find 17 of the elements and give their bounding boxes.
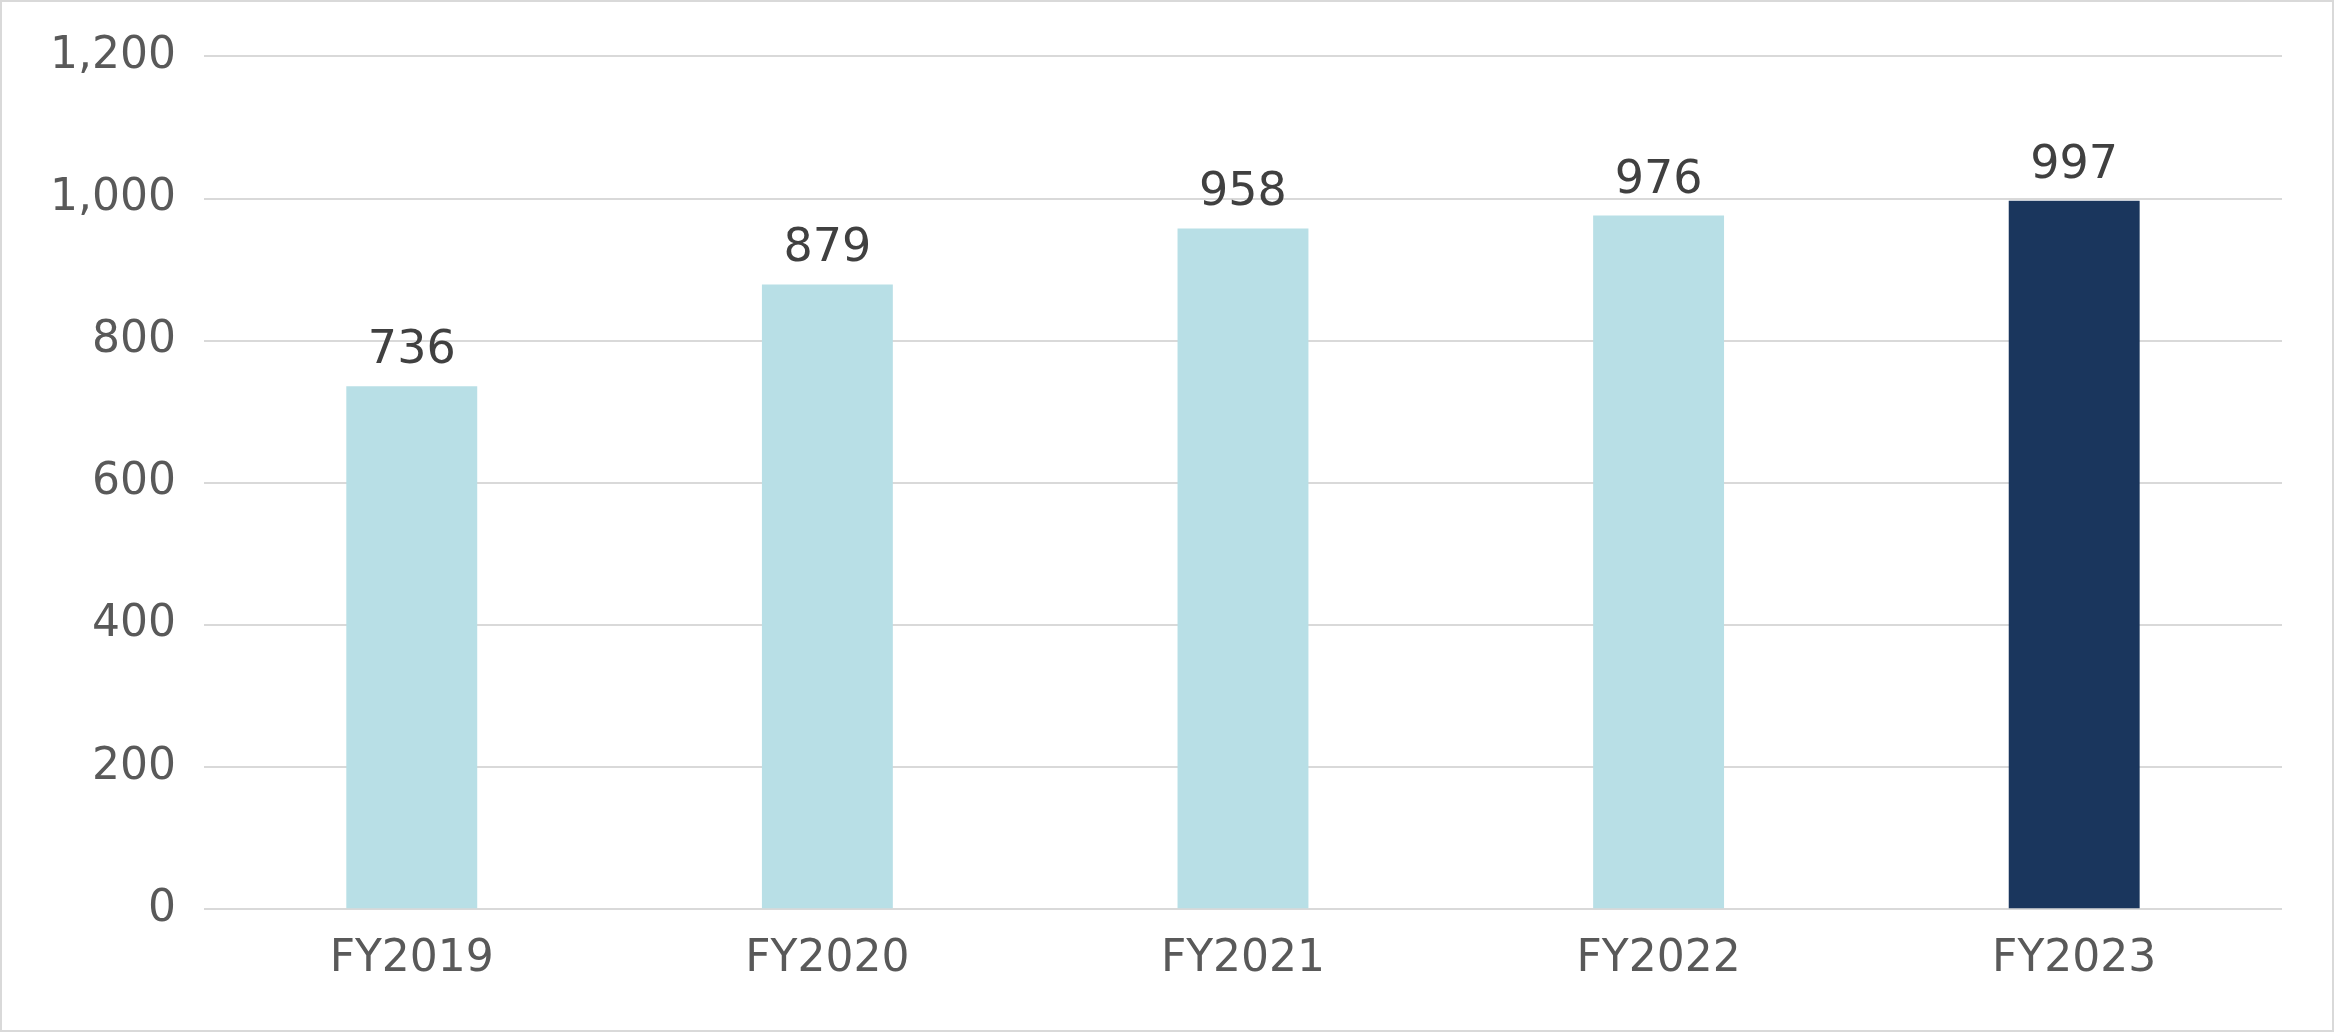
data-label: 958 [1199, 162, 1287, 217]
y-tick-label: 400 [91, 595, 176, 647]
x-tick-label: FY2021 [1160, 930, 1326, 982]
y-tick-label: 1,000 [49, 168, 176, 220]
y-tick-label: 800 [91, 311, 176, 363]
y-tick-label: 200 [91, 737, 176, 789]
data-label: 997 [2030, 134, 2119, 189]
data-label: 736 [367, 320, 456, 375]
data-label: 879 [783, 218, 872, 273]
y-tick-label: 0 [147, 879, 176, 931]
y-tick-label: 600 [91, 453, 176, 505]
x-tick-label: FY2019 [329, 930, 494, 982]
x-tick-label: FY2023 [1992, 930, 2157, 982]
y-tick-label: 1,200 [49, 26, 176, 78]
x-tick-label: FY2022 [1576, 930, 1741, 982]
x-tick-label: FY2020 [745, 930, 910, 982]
data-label: 976 [1614, 149, 1703, 204]
